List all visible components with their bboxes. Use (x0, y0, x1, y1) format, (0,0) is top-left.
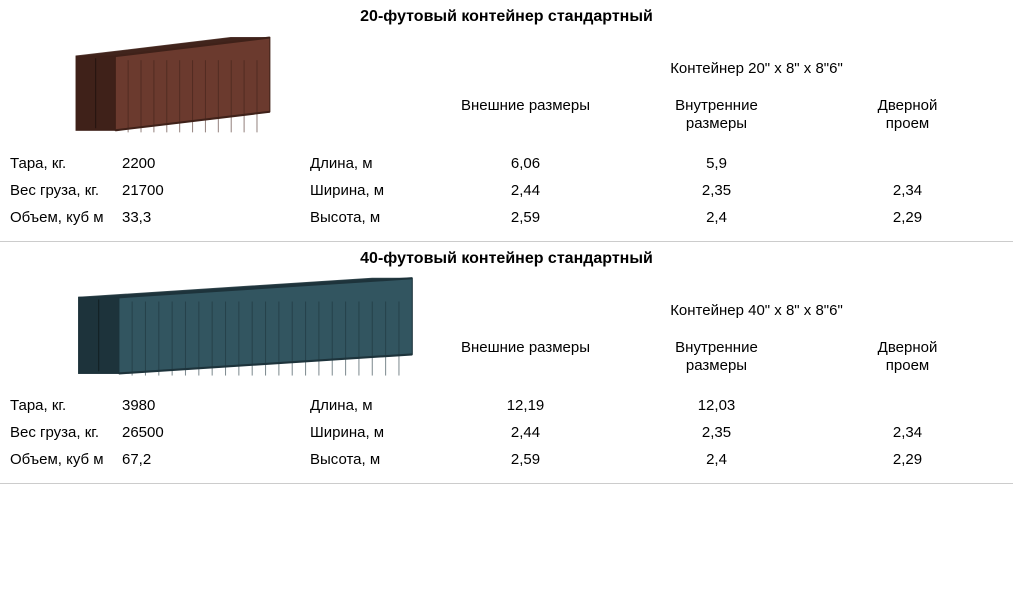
data-cell (812, 155, 1003, 172)
data-cell: 2,59 (430, 451, 621, 468)
left-label: Тара, кг. (10, 397, 122, 414)
column-header: Внутренние размеры (621, 97, 812, 135)
left-row: Тара, кг.2200 (10, 150, 310, 177)
data-cell: 2,29 (812, 451, 1003, 468)
left-row: Вес груза, кг.21700 (10, 177, 310, 204)
data-cell: 2,35 (621, 424, 812, 441)
data-row: Высота, м2,592,42,29 (310, 204, 1003, 231)
left-label: Объем, куб м (10, 209, 122, 226)
data-cell: 2,59 (430, 209, 621, 226)
dimension-label: Высота, м (310, 451, 430, 468)
left-row: Тара, кг.3980 (10, 392, 310, 419)
data-cell: 12,19 (430, 397, 621, 414)
column-header: Дверной проем (812, 97, 1003, 135)
section-subtitle: Контейнер 20" x 8" x 8"6" (310, 60, 1003, 97)
data-row: Длина, м12,1912,03 (310, 392, 1003, 419)
column-header: Внешние размеры (430, 97, 621, 135)
container-icon (10, 32, 310, 150)
section-layout: Тара, кг.2200Вес груза, кг.21700Объем, к… (10, 32, 1003, 231)
data-cell: 5,9 (621, 155, 812, 172)
left-row: Объем, куб м67,2 (10, 446, 310, 473)
dimension-label: Длина, м (310, 397, 430, 414)
column-header: Дверной проем (812, 339, 1003, 377)
data-cell: 6,06 (430, 155, 621, 172)
left-label: Вес груза, кг. (10, 424, 122, 441)
data-row: Высота, м2,592,42,29 (310, 446, 1003, 473)
dimension-label: Ширина, м (310, 182, 430, 199)
left-block: Тара, кг.2200Вес груза, кг.21700Объем, к… (10, 32, 310, 231)
data-cell: 2,44 (430, 424, 621, 441)
data-cell: 2,34 (812, 424, 1003, 441)
data-cell (812, 397, 1003, 414)
header-spacer (310, 339, 430, 377)
left-value: 33,3 (122, 209, 180, 226)
left-value: 26500 (122, 424, 180, 441)
data-cell: 2,29 (812, 209, 1003, 226)
data-cell: 2,34 (812, 182, 1003, 199)
left-row: Вес груза, кг.26500 (10, 419, 310, 446)
header-row: Внешние размерыВнутренние размерыДверной… (310, 339, 1003, 393)
data-cell: 2,44 (430, 182, 621, 199)
left-value: 3980 (122, 397, 180, 414)
dimension-label: Высота, м (310, 209, 430, 226)
container-icon (10, 274, 310, 392)
left-value: 67,2 (122, 451, 180, 468)
data-cell: 2,35 (621, 182, 812, 199)
left-label: Тара, кг. (10, 155, 122, 172)
right-block: Контейнер 40" x 8" x 8"6"Внешние размеры… (310, 302, 1003, 474)
column-header: Внешние размеры (430, 339, 621, 377)
left-row: Объем, куб м33,3 (10, 204, 310, 231)
data-row: Ширина, м2,442,352,34 (310, 419, 1003, 446)
section-title: 40-футовый контейнер стандартный (10, 242, 1003, 274)
section-title: 20-футовый контейнер стандартный (10, 0, 1003, 32)
left-value: 21700 (122, 182, 180, 199)
section-layout: Тара, кг.3980Вес груза, кг.26500Объем, к… (10, 274, 1003, 473)
left-block: Тара, кг.3980Вес груза, кг.26500Объем, к… (10, 274, 310, 473)
dimension-label: Длина, м (310, 155, 430, 172)
header-row: Внешние размерыВнутренние размерыДверной… (310, 97, 1003, 151)
data-cell: 2,4 (621, 209, 812, 226)
dimension-label: Ширина, м (310, 424, 430, 441)
data-cell: 12,03 (621, 397, 812, 414)
data-row: Длина, м6,065,9 (310, 150, 1003, 177)
left-label: Вес груза, кг. (10, 182, 122, 199)
container-section: 40-футовый контейнер стандартный Тара, к… (0, 242, 1013, 484)
section-subtitle: Контейнер 40" x 8" x 8"6" (310, 302, 1003, 339)
right-block: Контейнер 20" x 8" x 8"6"Внешние размеры… (310, 60, 1003, 232)
left-label: Объем, куб м (10, 451, 122, 468)
column-header: Внутренние размеры (621, 339, 812, 377)
left-table: Тара, кг.2200Вес груза, кг.21700Объем, к… (10, 150, 310, 231)
header-spacer (310, 97, 430, 135)
data-row: Ширина, м2,442,352,34 (310, 177, 1003, 204)
left-value: 2200 (122, 155, 180, 172)
left-table: Тара, кг.3980Вес груза, кг.26500Объем, к… (10, 392, 310, 473)
container-section: 20-футовый контейнер стандартный Тара, к… (0, 0, 1013, 242)
data-cell: 2,4 (621, 451, 812, 468)
